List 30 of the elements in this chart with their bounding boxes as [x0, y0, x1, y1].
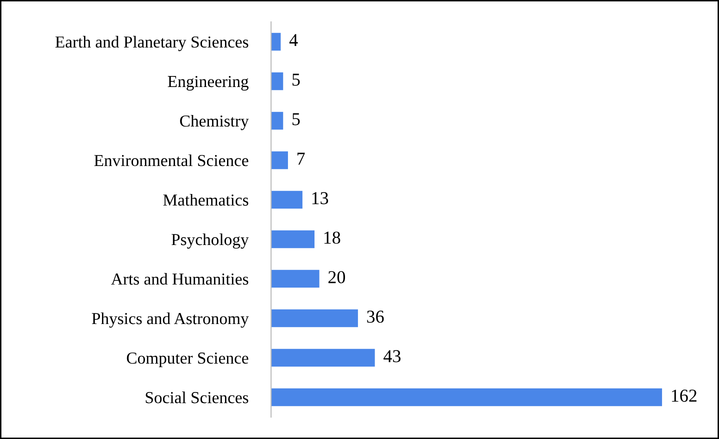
- bar: [271, 32, 281, 51]
- bar: [271, 348, 375, 367]
- bar: [271, 112, 284, 130]
- y-tick-label: Mathematics: [163, 194, 248, 206]
- data-label: 20: [328, 271, 346, 284]
- data-label: 36: [367, 310, 384, 323]
- bar: [271, 230, 315, 248]
- bar: [271, 270, 320, 288]
- y-tick-label: Computer Science: [126, 352, 248, 368]
- data-label: 18: [324, 232, 340, 244]
- y-tick-label: Engineering: [168, 76, 249, 91]
- data-label: 162: [672, 390, 696, 402]
- bar: [271, 190, 302, 209]
- bar: [271, 388, 662, 406]
- y-tick-label: Physics and Astronomy: [92, 312, 249, 328]
- bar: [271, 72, 284, 90]
- data-label: 4: [289, 34, 298, 46]
- y-tick-label: Earth and Planetary Sciences: [55, 36, 248, 52]
- data-label: 5: [292, 74, 300, 86]
- y-tick-label: Chemistry: [180, 114, 249, 130]
- data-label: 7: [297, 152, 305, 165]
- y-tick-label: Arts and Humanities: [111, 272, 248, 285]
- y-tick-label: Social Sciences: [146, 392, 248, 404]
- bar: [271, 151, 288, 170]
- y-tick-label: Psychology: [172, 233, 249, 249]
- bar: [271, 309, 358, 328]
- data-label: 43: [384, 350, 401, 362]
- data-label: 5: [292, 113, 300, 126]
- y-tick-label: Environmental Science: [94, 154, 248, 166]
- data-label: 13: [312, 192, 328, 204]
